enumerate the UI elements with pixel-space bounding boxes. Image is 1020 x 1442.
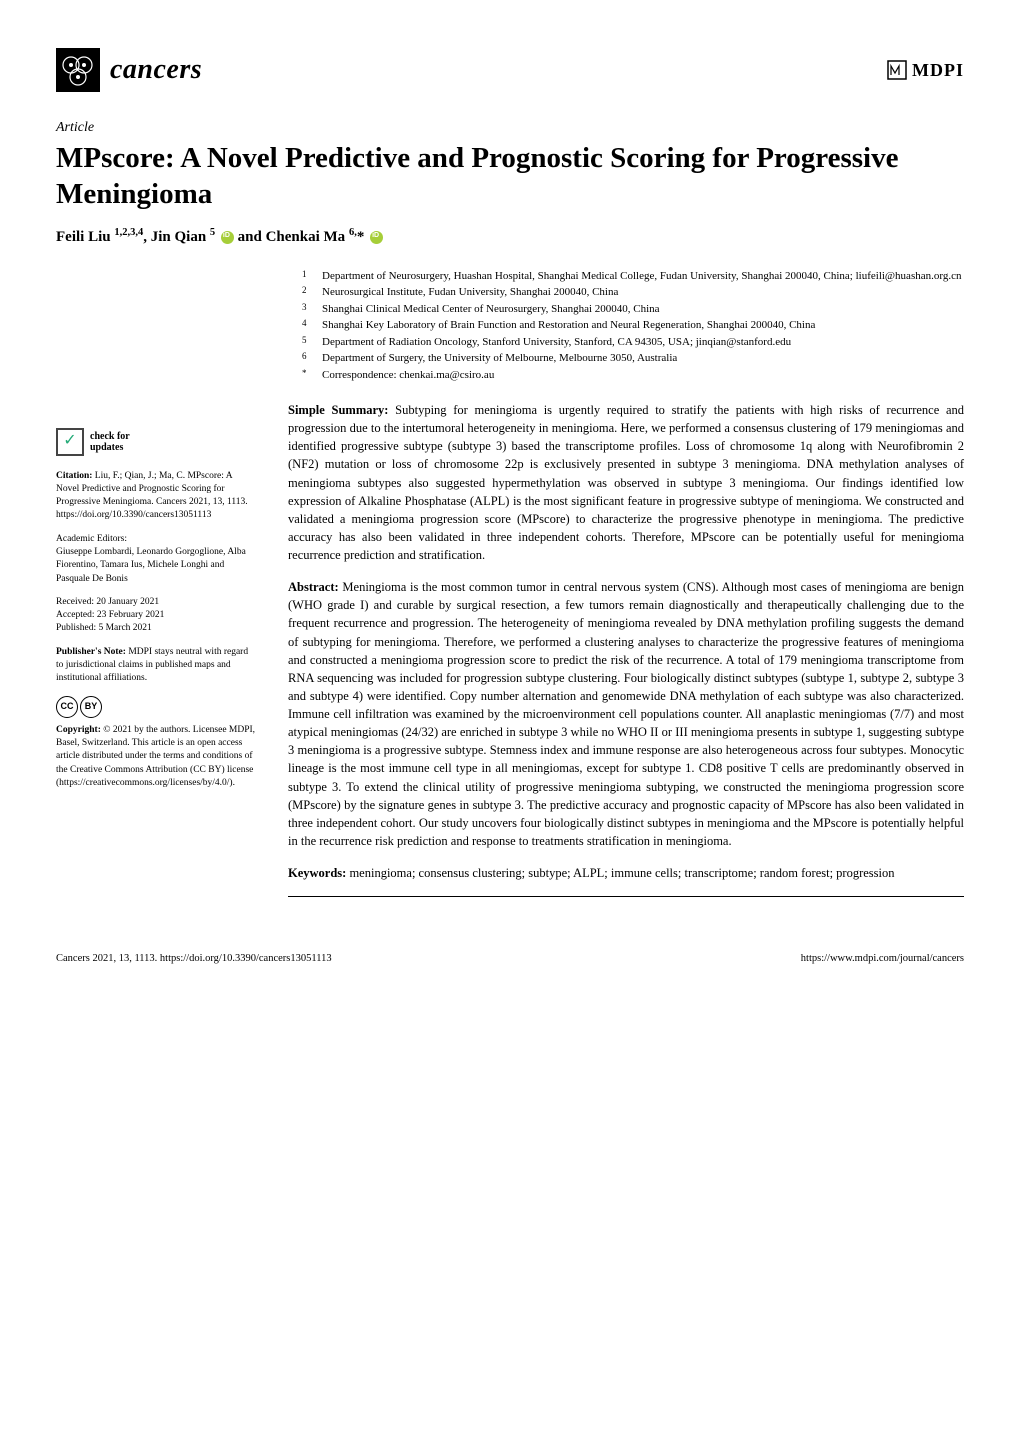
cancers-logo-icon (56, 48, 100, 92)
by-icon: BY (80, 696, 102, 718)
check-updates-icon: ✓ (56, 428, 84, 456)
publisher-name: MDPI (912, 60, 964, 81)
abstract-text: Meningioma is the most common tumor in c… (288, 580, 964, 848)
authors-line: Feili Liu 1,2,3,4, Jin Qian 5 and Chenka… (56, 227, 964, 246)
publishers-note: Publisher's Note: MDPI stays neutral wit… (56, 646, 256, 686)
check-updates-badge[interactable]: ✓ check forupdates (56, 428, 256, 456)
sidebar: ✓ check forupdates Citation: Liu, F.; Qi… (56, 268, 256, 914)
affiliation-row: 1Department of Neurosurgery, Huashan Hos… (302, 268, 964, 285)
footer-left: Cancers 2021, 13, 1113. https://doi.org/… (56, 953, 332, 964)
affiliation-row: 3Shanghai Clinical Medical Center of Neu… (302, 301, 964, 318)
editors-block: Academic Editors:Giuseppe Lombardi, Leon… (56, 533, 256, 586)
page-container: cancers MDPI Article MPscore: A Novel Pr… (0, 0, 1020, 953)
keywords-block: Keywords: meningioma; consensus clusteri… (288, 864, 964, 882)
abstract-label: Abstract: (288, 580, 339, 594)
simple-summary-text: Subtyping for meningioma is urgently req… (288, 403, 964, 562)
date-received: Received: 20 January 2021 (56, 597, 159, 607)
affiliation-row: *Correspondence: chenkai.ma@csiro.au (302, 367, 964, 384)
article-title: MPscore: A Novel Predictive and Prognost… (56, 140, 964, 213)
cc-by-badge: CC BY (56, 696, 256, 718)
affiliation-row: 2Neurosurgical Institute, Fudan Universi… (302, 284, 964, 301)
orcid-icon (370, 231, 383, 244)
dates-block: Received: 20 January 2021 Accepted: 23 F… (56, 596, 256, 636)
mdpi-icon (886, 59, 908, 81)
citation-block: Citation: Liu, F.; Qian, J.; Ma, C. MPsc… (56, 470, 256, 523)
affiliation-row: 5Department of Radiation Oncology, Stanf… (302, 334, 964, 351)
journal-name: cancers (110, 54, 202, 86)
journal-logo: cancers (56, 48, 202, 92)
abstract-block: Abstract: Meningioma is the most common … (288, 578, 964, 850)
affiliations-list: 1Department of Neurosurgery, Huashan Hos… (288, 268, 964, 384)
copyright-block: Copyright: © 2021 by the authors. Licens… (56, 724, 256, 790)
header-row: cancers MDPI (56, 48, 964, 92)
orcid-icon (221, 231, 234, 244)
affiliation-row: 4Shanghai Key Laboratory of Brain Functi… (302, 317, 964, 334)
cc-icon: CC (56, 696, 78, 718)
affiliation-row: 6Department of Surgery, the University o… (302, 350, 964, 367)
simple-summary-block: Simple Summary: Subtyping for meningioma… (288, 401, 964, 564)
keywords-text: meningioma; consensus clustering; subtyp… (349, 866, 894, 880)
simple-summary-label: Simple Summary: (288, 403, 388, 417)
divider (288, 896, 964, 897)
two-column-layout: ✓ check forupdates Citation: Liu, F.; Qi… (56, 268, 964, 914)
main-column: 1Department of Neurosurgery, Huashan Hos… (288, 268, 964, 914)
publisher-logo: MDPI (886, 59, 964, 81)
article-type: Article (56, 120, 964, 136)
check-updates-text: check forupdates (90, 431, 130, 453)
date-published: Published: 5 March 2021 (56, 623, 152, 633)
keywords-label: Keywords: (288, 866, 346, 880)
date-accepted: Accepted: 23 February 2021 (56, 610, 164, 620)
page-footer: Cancers 2021, 13, 1113. https://doi.org/… (0, 953, 1020, 994)
footer-right: https://www.mdpi.com/journal/cancers (801, 953, 964, 964)
